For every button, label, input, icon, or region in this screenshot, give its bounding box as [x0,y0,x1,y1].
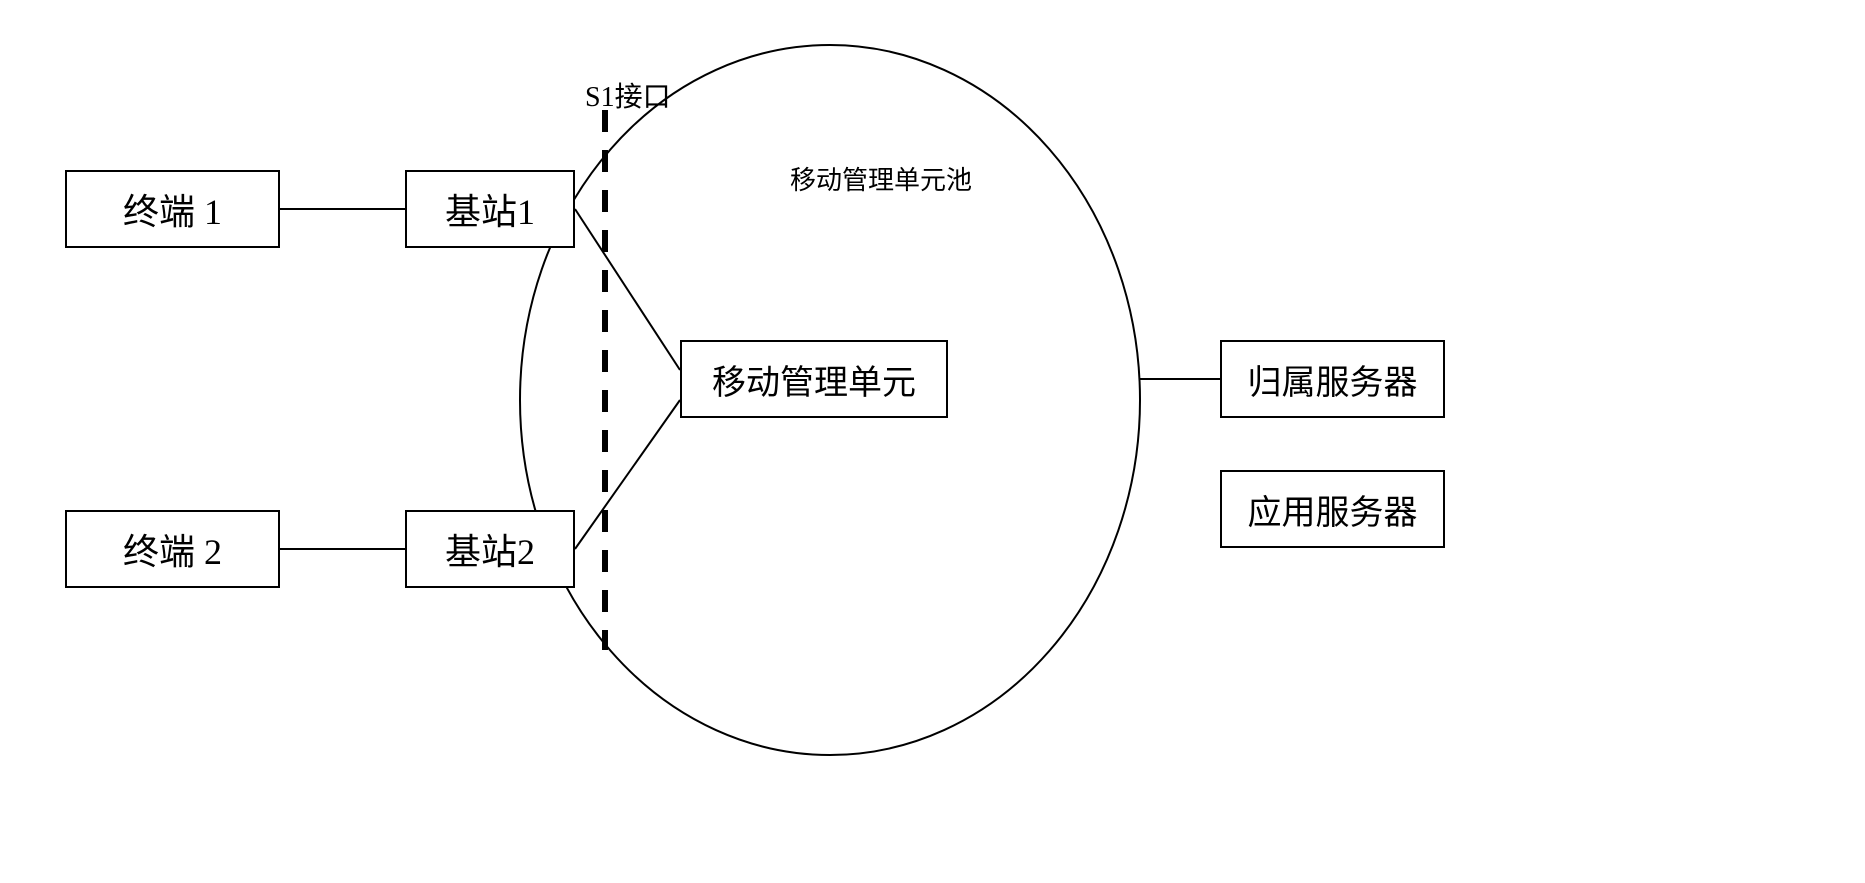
mme-label: 移动管理单元 [712,355,916,404]
basestation1-label: 基站1 [445,183,535,235]
diagram-svg [0,0,1865,883]
terminal2-node: 终端 2 [65,510,280,588]
basestation2-label: 基站2 [445,523,535,575]
s1-interface-text: S1接口 [585,75,671,115]
basestation2-node: 基站2 [405,510,575,588]
basestation1-node: 基站1 [405,170,575,248]
mme-node: 移动管理单元 [680,340,948,418]
hss-node: 归属服务器 [1220,340,1445,418]
edge-bs1-mme [575,209,680,370]
mme-pool-text: 移动管理单元池 [790,160,972,197]
appserver-node: 应用服务器 [1220,470,1445,548]
terminal1-label: 终端 1 [123,183,222,235]
appserver-label: 应用服务器 [1248,485,1418,534]
terminal2-label: 终端 2 [123,523,222,575]
diagram-container: 终端 1 终端 2 基站1 基站2 移动管理单元 归属服务器 应用服务器 S1接… [0,0,1865,883]
edge-bs2-mme [575,400,680,549]
terminal1-node: 终端 1 [65,170,280,248]
hss-label: 归属服务器 [1248,355,1418,404]
